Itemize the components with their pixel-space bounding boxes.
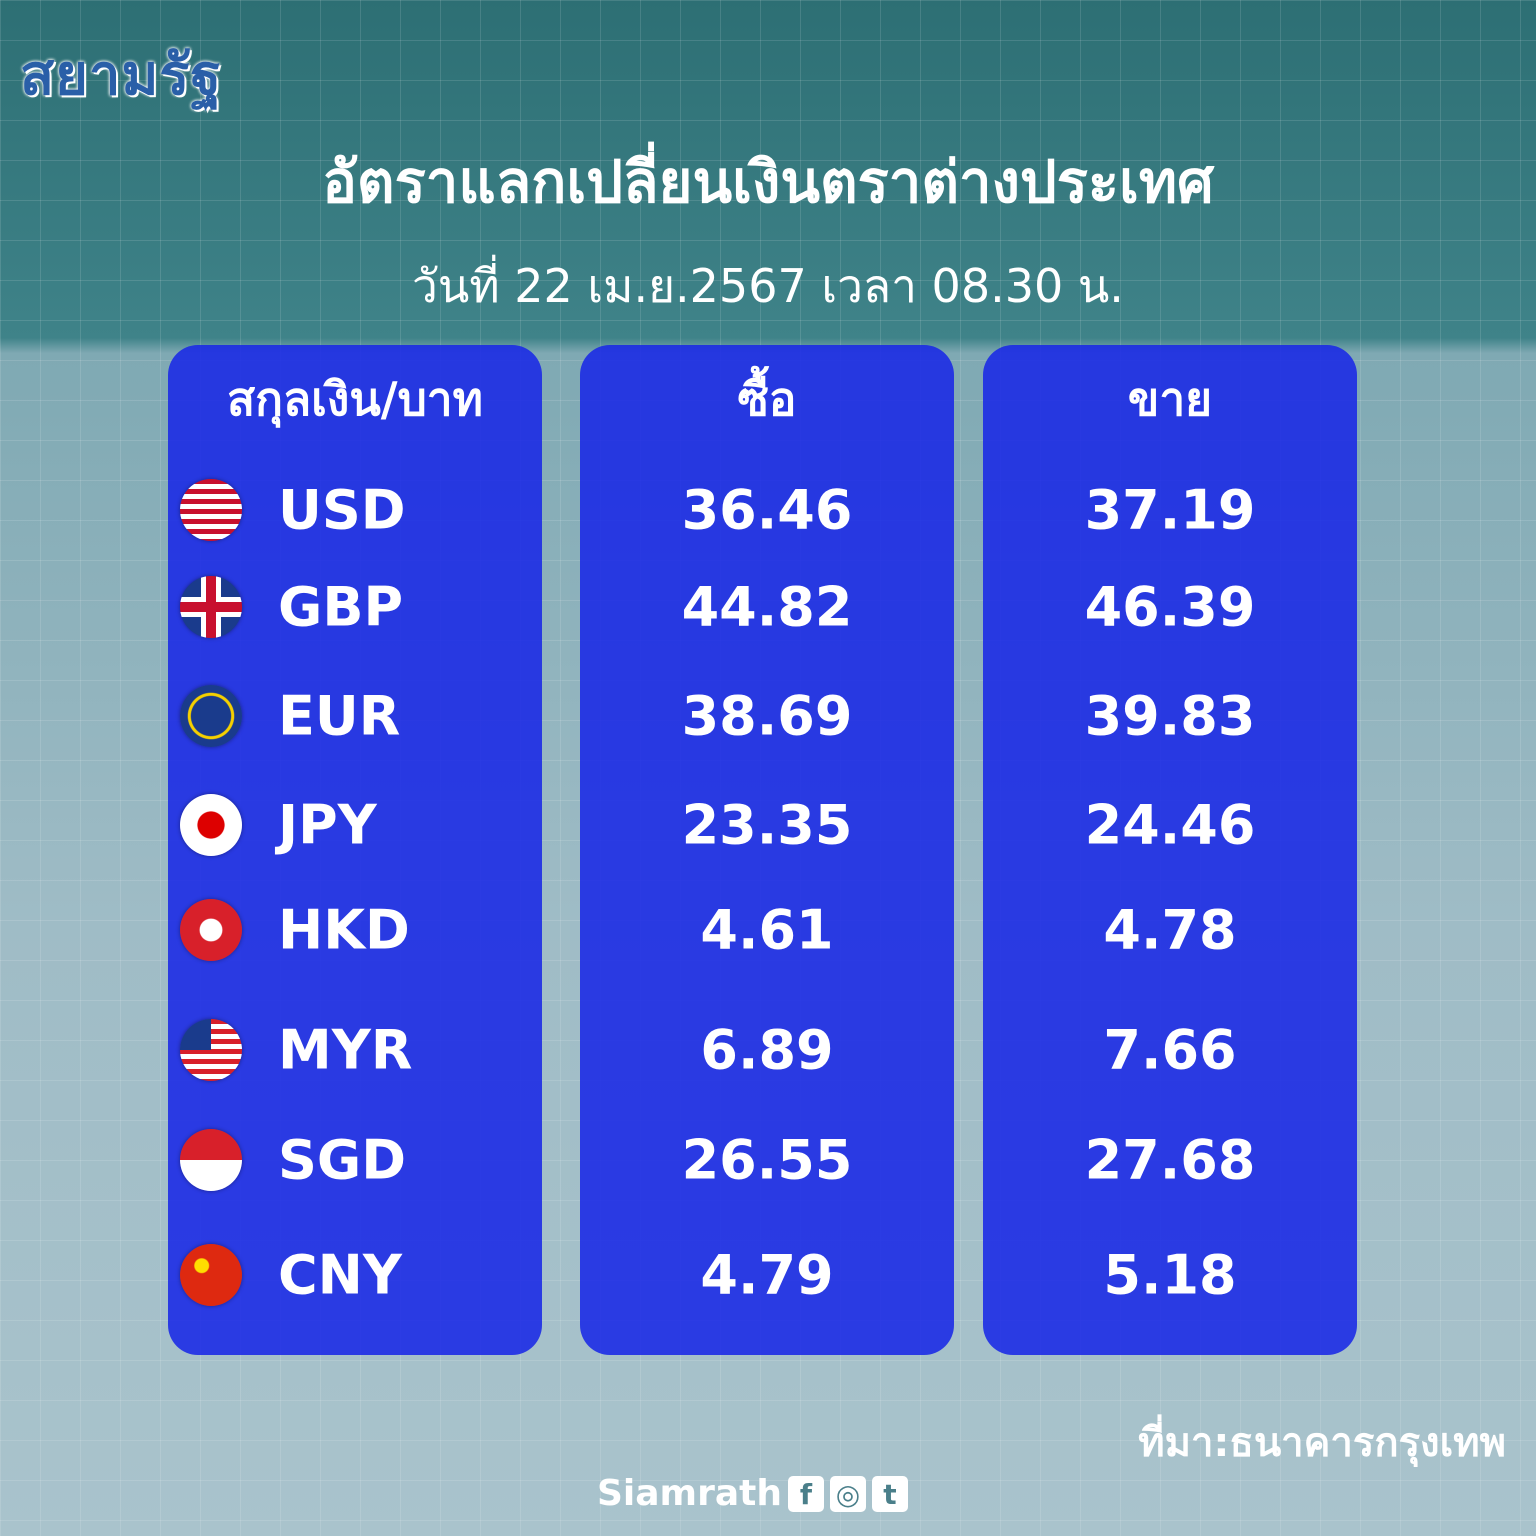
- sell-rate: 4.78: [1103, 898, 1237, 962]
- sell-rate: 7.66: [1103, 1018, 1237, 1082]
- sell-rate: 37.19: [1084, 478, 1256, 542]
- twitter-icon[interactable]: t: [871, 1475, 908, 1512]
- page-title: อัตราแลกเปลี่ยนเงินตราต่างประเทศ: [322, 148, 1214, 216]
- currency-code: CNY: [278, 1243, 402, 1307]
- currency-code: GBP: [278, 575, 404, 639]
- buy-rate: 38.69: [681, 684, 853, 748]
- source-note: ที่มา:ธนาคารกรุงเทพ: [1138, 1420, 1506, 1466]
- sell-rate: 39.83: [1084, 684, 1256, 748]
- currency-code: JPY: [278, 793, 377, 857]
- date-subtitle: วันที่ 22 เม.ย.2567 เวลา 08.30 น.: [412, 259, 1124, 313]
- buy-rate: 36.46: [681, 478, 853, 542]
- buy-rate: 4.61: [700, 898, 834, 962]
- sell-column: ขาย 37.19 46.39 39.83 24.46 4.78 7.66 27.68 5.1…: [983, 345, 1357, 1355]
- siamrath-logo: สยามรัฐ: [20, 43, 223, 108]
- sell-rate: 27.68: [1084, 1128, 1256, 1192]
- buy-rate: 44.82: [681, 575, 853, 639]
- sell-rate: 24.46: [1084, 793, 1256, 857]
- currency-column: สกุลเงิน/บาท USD GBP EUR JPY HKD MYR SGD CNY: [168, 345, 542, 1355]
- currency-code: EUR: [278, 684, 401, 748]
- sell-header: ขาย: [1127, 372, 1213, 426]
- currency-code: MYR: [278, 1018, 413, 1082]
- sell-rate: 46.39: [1084, 575, 1256, 639]
- buy-header: ซื้อ: [737, 372, 797, 426]
- brand-footer: Siamrath f ◎ t: [597, 1473, 908, 1514]
- buy-rate: 23.35: [681, 793, 853, 857]
- instagram-icon[interactable]: ◎: [829, 1475, 866, 1512]
- uk-flag-icon: [180, 576, 242, 638]
- brand-name: Siamrath: [597, 1473, 782, 1514]
- buy-rate: 6.89: [700, 1018, 834, 1082]
- malaysia-flag-icon: [180, 1019, 242, 1081]
- china-flag-icon: [180, 1244, 242, 1306]
- buy-rate: 26.55: [681, 1128, 853, 1192]
- currency-code: HKD: [278, 898, 410, 962]
- japan-flag-icon: [180, 794, 242, 856]
- sell-rate: 5.18: [1103, 1243, 1237, 1307]
- eu-flag-icon: [180, 685, 242, 747]
- buy-rate: 4.79: [700, 1243, 834, 1307]
- currency-code: SGD: [278, 1128, 407, 1192]
- us-flag-icon: [180, 479, 242, 541]
- currency-code: USD: [278, 478, 406, 542]
- hong-kong-flag-icon: [180, 899, 242, 961]
- currency-header: สกุลเงิน/บาท: [227, 372, 483, 426]
- singapore-flag-icon: [180, 1129, 242, 1191]
- facebook-icon[interactable]: f: [787, 1475, 824, 1512]
- buy-column: ซื้อ 36.46 44.82 38.69 23.35 4.61 6.89 26.55 4.…: [580, 345, 954, 1355]
